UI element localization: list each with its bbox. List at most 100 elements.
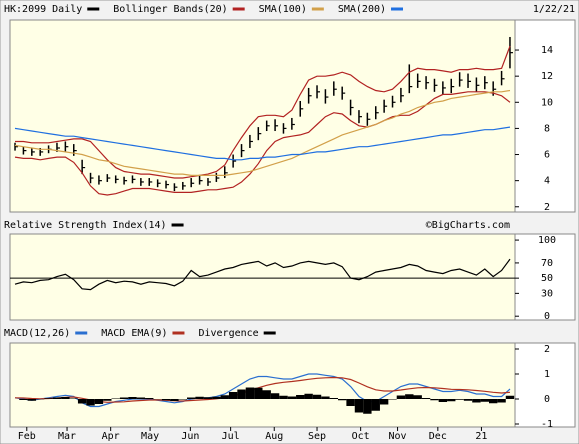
divergence-bar	[245, 387, 255, 399]
axis-area	[514, 342, 576, 428]
y-tick-label: 4	[544, 176, 550, 187]
divergence-bar	[463, 399, 473, 401]
chart-date: 1/22/21	[533, 4, 575, 15]
divergence-bar	[27, 399, 37, 401]
divergence-bar	[19, 399, 28, 400]
divergence-bar	[312, 394, 322, 399]
x-tick-label: Aug	[265, 431, 283, 442]
divergence-bar	[304, 393, 313, 399]
divergence-bar	[430, 399, 439, 401]
series-line	[14, 258, 511, 291]
divergence-bar	[136, 397, 146, 399]
divergence-bar	[161, 399, 171, 401]
divergence-bar	[346, 399, 355, 406]
legend-label: HK:2099 Daily	[4, 4, 82, 15]
panel	[9, 342, 516, 428]
divergence-bar	[111, 398, 120, 399]
divergence-bar	[396, 395, 406, 399]
divergence-bar	[488, 399, 498, 404]
y-tick-label: 6	[544, 150, 550, 161]
divergence-bar	[296, 395, 305, 399]
divergence-bar	[94, 399, 104, 404]
divergence-bar	[413, 395, 422, 399]
source-credit: ©BigCharts.com	[426, 220, 510, 231]
y-tick-label: 2	[544, 202, 550, 213]
divergence-bar	[455, 399, 464, 400]
x-tick-label: Apr	[102, 431, 120, 442]
legend-label: MACD EMA(9)	[101, 328, 167, 339]
x-tick-label: Sep	[308, 431, 326, 442]
divergence-bar	[480, 399, 489, 402]
divergence-bar	[438, 399, 448, 402]
y-tick-label: 70	[541, 258, 553, 269]
divergence-bar	[145, 398, 154, 399]
divergence-bar	[262, 390, 271, 399]
divergence-bar	[103, 399, 112, 401]
legend-label: MACD(12,26)	[4, 328, 70, 339]
divergence-bar	[287, 396, 297, 399]
x-tick-label: Mar	[58, 431, 76, 442]
divergence-bar	[178, 399, 188, 400]
y-tick-label: 0	[544, 394, 550, 405]
divergence-bar	[128, 397, 137, 399]
divergence-bar	[405, 394, 414, 399]
divergence-bar	[220, 395, 229, 399]
divergence-bar	[421, 398, 431, 399]
y-tick-label: 2	[544, 344, 550, 355]
x-tick-label: Feb	[18, 431, 36, 442]
divergence-bar	[337, 399, 347, 401]
legend-label: Divergence	[198, 328, 258, 339]
divergence-bar	[61, 397, 70, 399]
y-tick-label: 10	[541, 97, 553, 108]
series-line	[14, 126, 511, 161]
divergence-bar	[329, 398, 338, 399]
x-tick-label: Jul	[222, 431, 240, 442]
divergence-bar	[77, 399, 87, 404]
band-upper	[15, 45, 511, 179]
x-tick-label: Nov	[389, 431, 407, 442]
divergence-bar	[69, 398, 78, 399]
divergence-bar	[86, 399, 95, 406]
y-tick-label: 30	[541, 288, 553, 299]
divergence-bar	[354, 399, 364, 413]
divergence-bar	[212, 396, 221, 399]
x-tick-label: 21	[475, 431, 487, 442]
divergence-bar	[388, 399, 397, 400]
divergence-bar	[170, 399, 179, 401]
y-tick-label: 12	[541, 71, 553, 82]
panel	[9, 233, 516, 321]
divergence-bar	[371, 399, 380, 411]
divergence-bar	[505, 395, 515, 399]
divergence-bar	[472, 399, 481, 403]
divergence-bar	[44, 398, 53, 399]
y-tick-label: 50	[541, 273, 553, 284]
axis-area	[514, 233, 576, 321]
x-tick-label: Dec	[429, 431, 447, 442]
x-tick-label: May	[141, 431, 159, 442]
legend-label: Bollinger Bands(20)	[113, 4, 227, 15]
y-tick-label: 8	[544, 123, 550, 134]
legend-label: SMA(100)	[259, 4, 307, 15]
divergence-bar	[228, 392, 238, 399]
divergence-bar	[187, 397, 196, 399]
y-tick-label: 100	[538, 235, 556, 246]
y-tick-label: 0	[544, 311, 550, 322]
divergence-bar	[279, 395, 288, 399]
divergence-bar	[379, 399, 389, 405]
divergence-bar	[447, 399, 456, 402]
divergence-bar	[52, 397, 62, 399]
x-tick-label: Jun	[181, 431, 199, 442]
legend-label: SMA(200)	[338, 4, 386, 15]
series-line	[14, 373, 511, 408]
y-tick-label: -1	[541, 419, 553, 430]
divergence-bar	[321, 396, 330, 399]
series-line	[14, 89, 511, 176]
y-tick-label: 1	[544, 369, 550, 380]
divergence-bar	[195, 396, 204, 399]
divergence-bar	[497, 399, 506, 403]
divergence-bar	[203, 397, 213, 399]
divergence-bar	[254, 387, 263, 399]
legend-label: Relative Strength Index(14)	[4, 220, 167, 231]
divergence-bar	[119, 397, 129, 399]
